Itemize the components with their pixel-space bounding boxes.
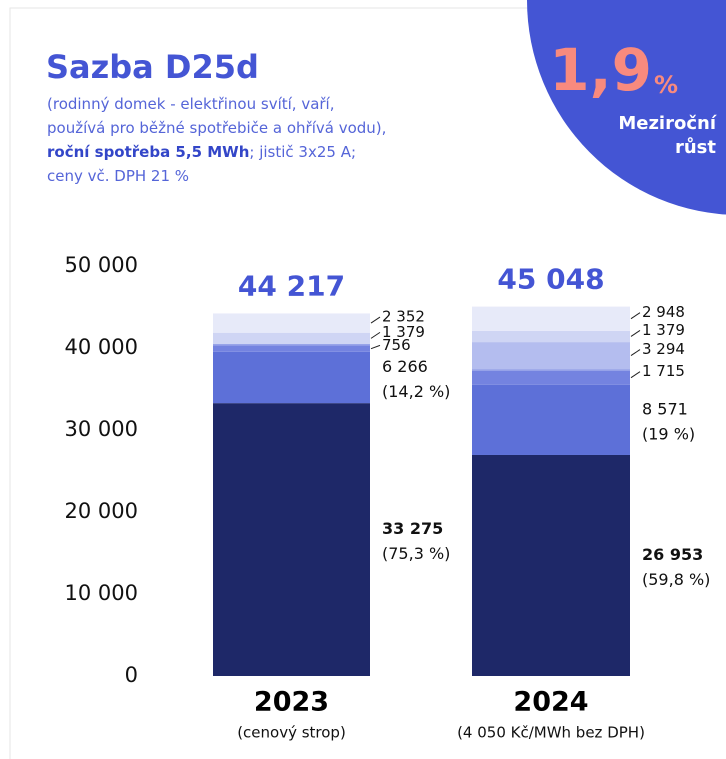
y-tick-label: 40 000 bbox=[65, 335, 138, 359]
leader-line bbox=[630, 349, 641, 357]
description-bold: roční spotřeba 5,5 MWh bbox=[47, 143, 250, 161]
x-tick-label: 2024 bbox=[513, 687, 588, 718]
value-label: 26 953 bbox=[642, 545, 703, 564]
share-label: (19 %) bbox=[642, 424, 695, 443]
bar-segment bbox=[213, 345, 370, 352]
badge-value: 1,9 bbox=[549, 36, 652, 104]
share-label: (59,8 %) bbox=[642, 570, 710, 589]
share-label: (14,2 %) bbox=[382, 382, 450, 401]
leader-line bbox=[630, 330, 641, 337]
value-label: 2 948 bbox=[642, 303, 685, 321]
value-label: 756 bbox=[382, 336, 411, 354]
total-label: 44 217 bbox=[238, 269, 345, 302]
bar-segment bbox=[472, 306, 630, 331]
leader-line bbox=[630, 312, 641, 320]
bar-segment bbox=[472, 370, 630, 385]
y-tick-label: 10 000 bbox=[65, 581, 138, 605]
y-tick-label: 20 000 bbox=[65, 499, 138, 523]
leader-line bbox=[370, 344, 381, 350]
x-tick-label: 2023 bbox=[254, 687, 329, 718]
category-note: (4 050 Kč/MWh bez DPH) bbox=[457, 724, 645, 742]
badge-unit: % bbox=[654, 71, 678, 99]
y-tick-label: 50 000 bbox=[65, 253, 138, 277]
title: Sazba D25d bbox=[46, 48, 259, 86]
value-label: 33 275 bbox=[382, 519, 443, 538]
value-label: 1 715 bbox=[642, 362, 685, 380]
y-tick-label: 30 000 bbox=[65, 417, 138, 441]
bar-segment bbox=[213, 344, 370, 346]
y-tick-label: 0 bbox=[125, 663, 138, 687]
bar-segment bbox=[213, 313, 370, 333]
description-text: ; jistič 3x25 A; ceny vč. DPH 21 % bbox=[47, 143, 357, 185]
value-label: 1 379 bbox=[642, 321, 685, 339]
badge-label: Meziroční bbox=[618, 113, 716, 134]
bar-segment bbox=[213, 351, 370, 404]
card bbox=[9, 7, 726, 759]
share-label: (75,3 %) bbox=[382, 544, 450, 563]
badge-shape bbox=[527, 0, 726, 215]
value-label: 1 379 bbox=[382, 323, 425, 341]
leader-line bbox=[630, 371, 641, 379]
bar-segment bbox=[472, 369, 630, 371]
bar-segment bbox=[213, 403, 370, 676]
value-label: 8 571 bbox=[642, 399, 688, 418]
leader-line bbox=[370, 331, 381, 339]
value-label: 2 352 bbox=[382, 308, 425, 326]
bar-segment bbox=[472, 454, 630, 676]
bar-segment bbox=[472, 342, 630, 370]
bar-segment bbox=[472, 384, 630, 455]
bar-segment bbox=[472, 330, 630, 343]
value-label: 3 294 bbox=[642, 340, 685, 358]
value-label: 6 266 bbox=[382, 357, 428, 376]
bar-segment bbox=[213, 332, 370, 345]
leader-line bbox=[370, 316, 381, 324]
category-note: (cenový strop) bbox=[237, 724, 346, 742]
description-text: (rodinný domek - elektřinou svítí, vaří,… bbox=[47, 95, 387, 137]
description: (rodinný domek - elektřinou svítí, vaří,… bbox=[47, 92, 392, 188]
badge-label: růst bbox=[675, 136, 716, 158]
total-label: 45 048 bbox=[497, 263, 604, 296]
